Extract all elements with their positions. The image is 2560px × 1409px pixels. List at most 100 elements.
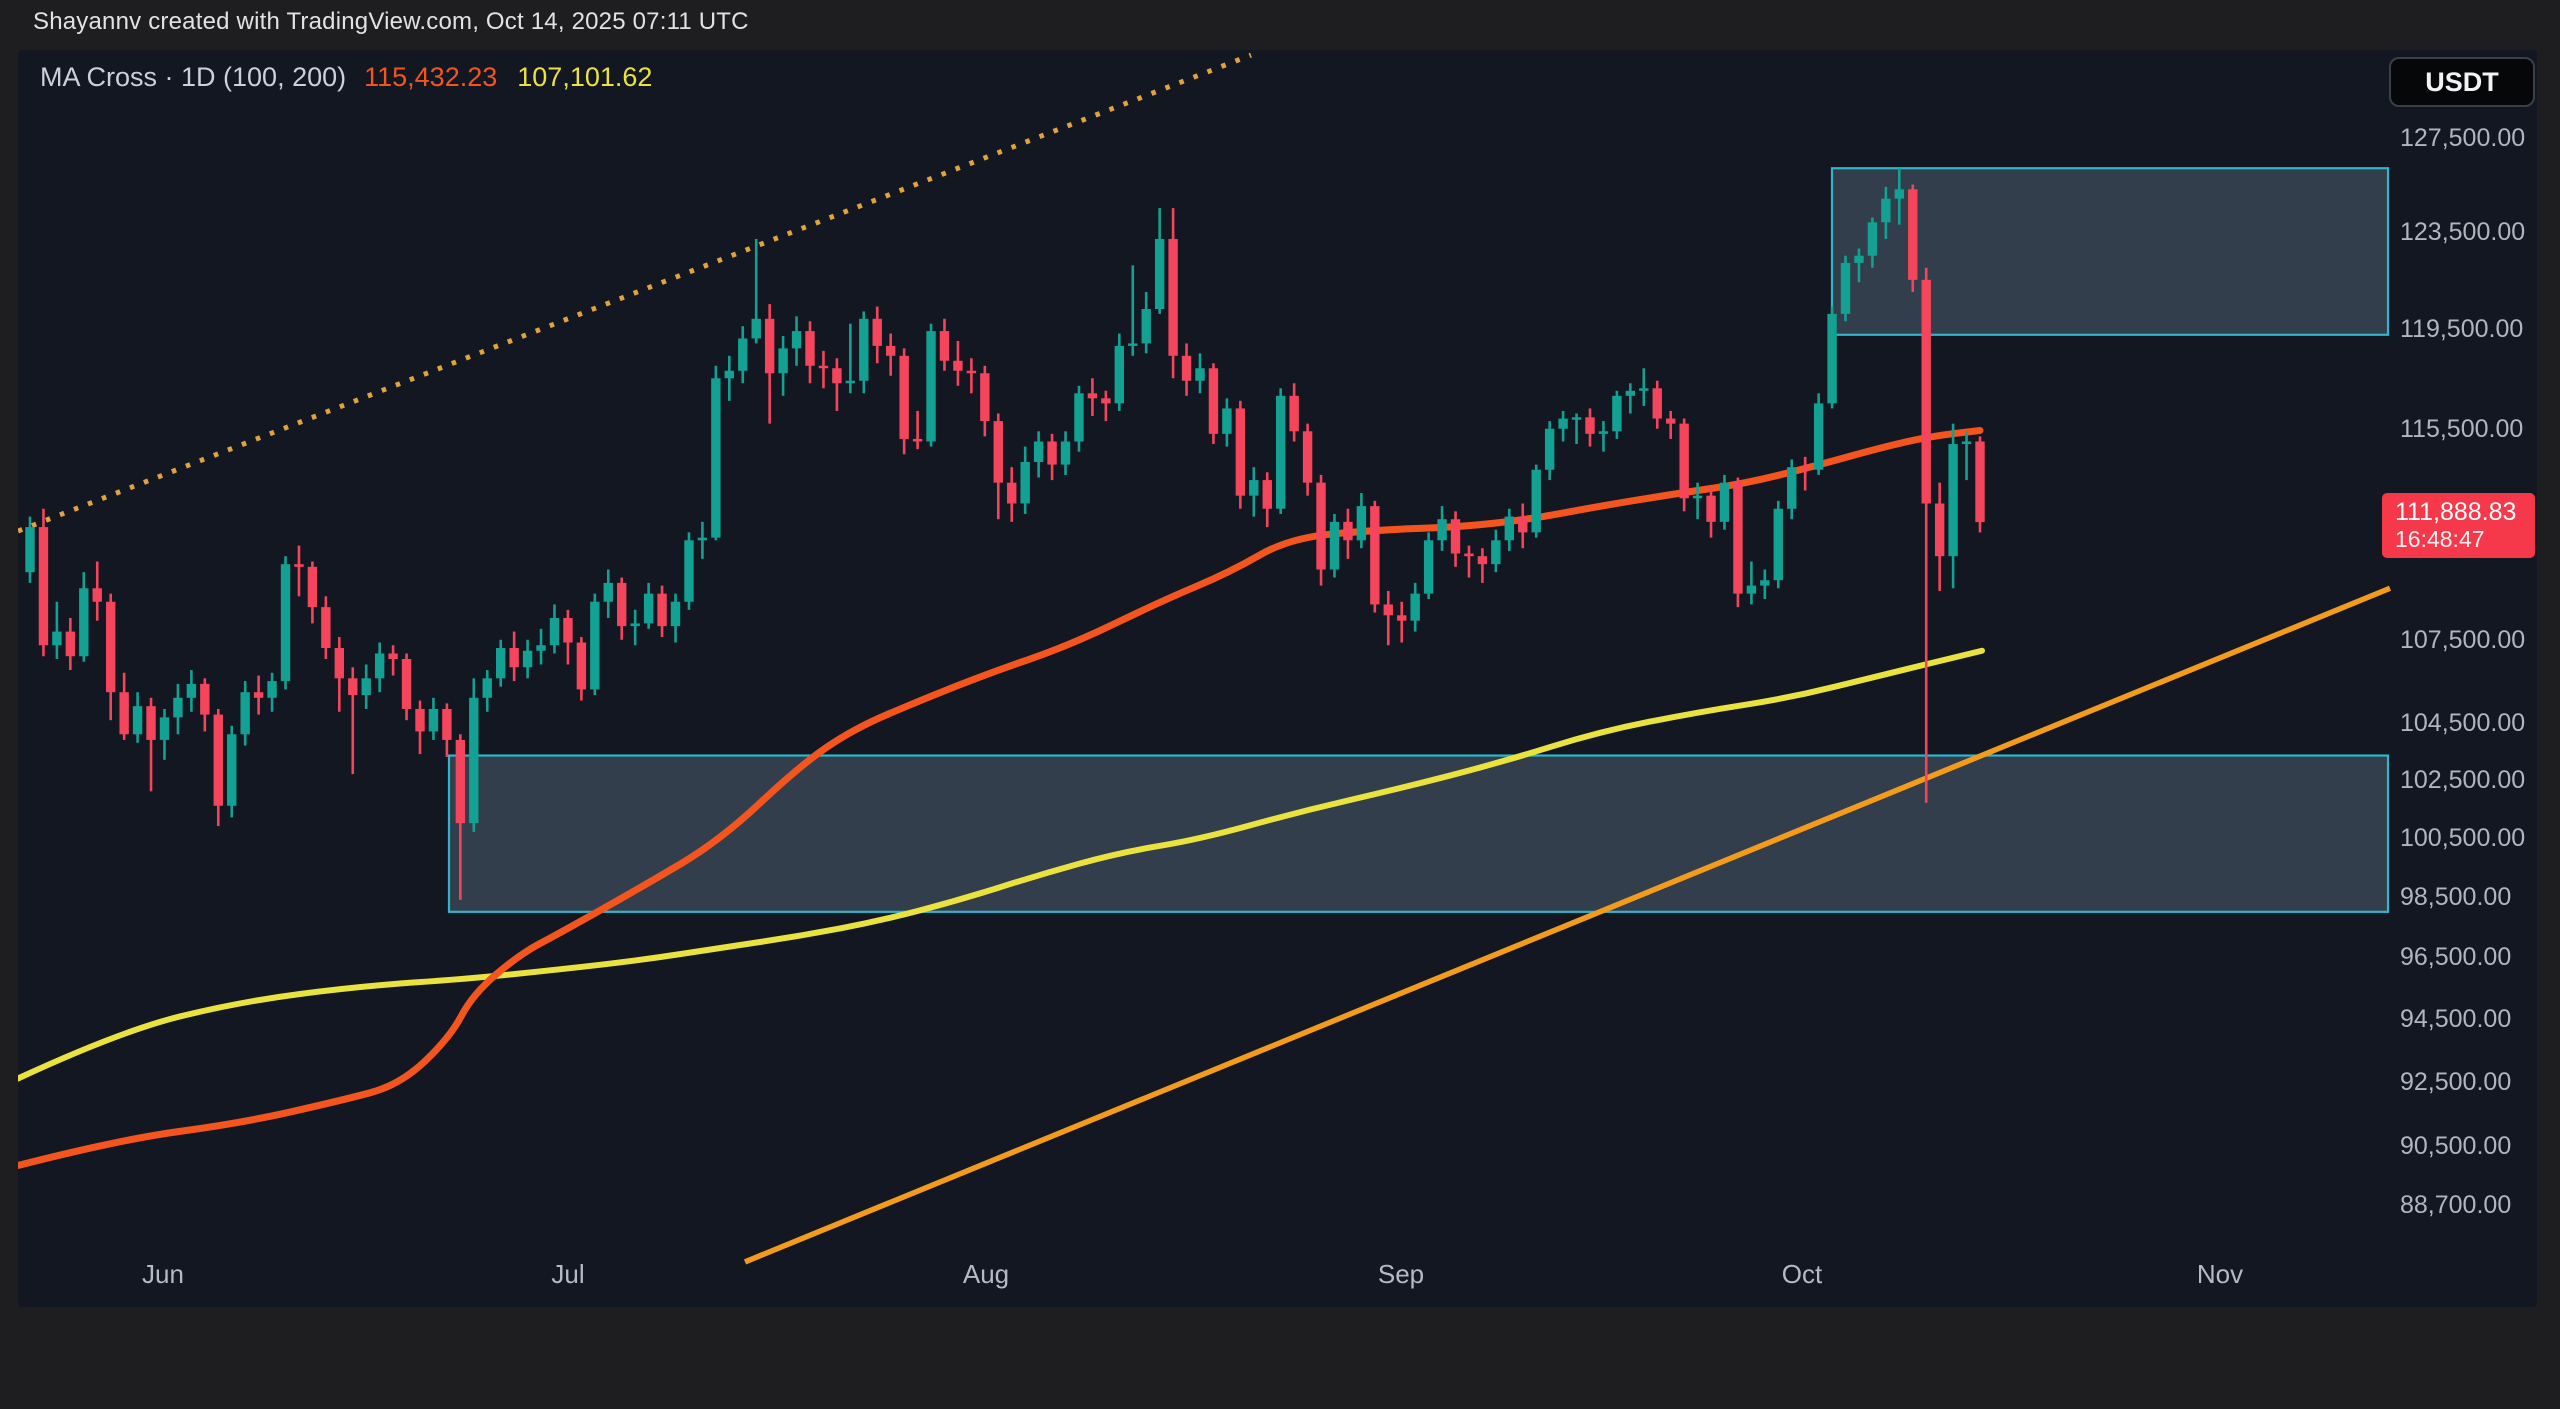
candle-body: [738, 338, 748, 371]
candle-wick: [701, 521, 704, 559]
candle-body: [428, 708, 439, 732]
candle-body: [1275, 395, 1286, 509]
candle-body: [1706, 495, 1716, 522]
candle-body: [993, 421, 1003, 483]
candle-body: [92, 588, 102, 602]
legend-title: MA Cross · 1D (100, 200): [40, 62, 347, 92]
candle-body: [469, 697, 479, 824]
candle-body: [132, 706, 143, 735]
candle-body: [1262, 480, 1272, 509]
candle-body: [509, 647, 519, 668]
candle-body: [1047, 441, 1057, 465]
candle-wick: [1575, 413, 1578, 445]
candle-body: [603, 582, 613, 602]
candle-body: [1423, 540, 1434, 594]
candle-body: [105, 601, 116, 693]
candle-wick: [633, 609, 637, 646]
candle-body: [1518, 516, 1528, 533]
legend-ma100-value: 115,432.23: [364, 62, 498, 92]
candle-body: [374, 653, 385, 679]
price-axis-label: 96,500.00: [2400, 943, 2512, 972]
price-axis-label: 90,500.00: [2400, 1131, 2512, 1160]
candle-body: [1477, 556, 1488, 565]
candle-body: [1679, 423, 1689, 499]
price-axis-label: 102,500.00: [2400, 765, 2526, 794]
candle-body: [294, 564, 304, 567]
candle-body: [79, 588, 89, 657]
footer-bar: TradingView: [0, 1307, 2560, 1409]
price-axis-label: 88,700.00: [2400, 1191, 2512, 1219]
candle-body: [1961, 441, 1972, 445]
price-axis-label: 94,500.00: [2400, 1004, 2512, 1033]
indicator-legend[interactable]: MA Cross · 1D (100, 200) 115,432.23 107,10…: [40, 62, 652, 93]
candle-wick: [55, 601, 59, 659]
candle-body: [415, 708, 425, 732]
demand-zone-box: [447, 754, 2390, 913]
candle-body: [751, 318, 761, 339]
time-axis-label: Aug: [962, 1259, 1010, 1289]
price-axis-label: 127,500.00: [2400, 124, 2526, 153]
candle-body: [1746, 585, 1757, 594]
price-axis-label: 92,500.00: [2400, 1067, 2512, 1096]
candle-body: [926, 331, 936, 442]
ascending-support-line: [743, 585, 2392, 1265]
candle-body: [563, 617, 573, 643]
candle-wick: [835, 358, 839, 411]
candle-body: [832, 368, 842, 384]
candle-body: [885, 345, 896, 356]
candle-body: [240, 692, 250, 735]
candle-wick: [1803, 456, 1807, 491]
candle-body: [791, 331, 802, 349]
price-axis-label: 115,500.00: [2400, 414, 2524, 443]
candle-body: [401, 658, 412, 709]
candle-body: [1787, 467, 1797, 509]
candle-body: [1719, 482, 1730, 522]
candle-body: [939, 331, 950, 361]
candle-body: [1128, 343, 1138, 346]
candle-body: [1854, 255, 1864, 263]
currency-unit-button[interactable]: USDT: [2389, 57, 2535, 107]
candle-body: [1289, 395, 1299, 432]
candle-body: [805, 331, 815, 366]
candle-body: [590, 601, 600, 690]
candle-wick: [351, 667, 355, 775]
candle-body: [643, 593, 654, 624]
candle-body: [818, 365, 829, 369]
candle-body: [38, 527, 49, 646]
candle-wick: [1481, 548, 1484, 583]
candle-body: [1800, 467, 1810, 470]
time-axis-label: Nov: [2196, 1259, 2244, 1289]
candle-body: [859, 318, 869, 381]
price-axis-label: 100,500.00: [2400, 823, 2526, 852]
candle-body: [495, 647, 506, 679]
candle-wick: [149, 697, 153, 792]
candle-body: [657, 593, 667, 627]
candle-body: [1544, 428, 1555, 470]
candle-body: [200, 683, 210, 715]
candle-body: [764, 318, 775, 374]
candle-wick: [1467, 545, 1471, 578]
candle-body: [1007, 482, 1017, 504]
candle-body: [1101, 398, 1111, 404]
candle-body: [1450, 519, 1461, 554]
candle-body: [361, 678, 371, 695]
candle-body: [522, 650, 533, 668]
candle-body: [1154, 238, 1165, 310]
candle-body: [576, 642, 587, 690]
candle-wick: [1602, 421, 1605, 452]
candle-body: [684, 540, 694, 602]
legend-ma200-value: 107,101.62: [517, 62, 653, 92]
candle-body: [1531, 469, 1541, 533]
candle-body: [980, 373, 990, 422]
candle-wick: [1750, 561, 1753, 605]
candle-wick: [970, 358, 973, 394]
candle-body: [724, 370, 735, 379]
candle-wick: [1965, 431, 1968, 481]
candle-body: [52, 631, 62, 646]
candle-body: [1060, 441, 1071, 465]
candle-body: [173, 697, 183, 718]
time-axis-label: Jul: [551, 1259, 585, 1289]
candle-body: [442, 708, 452, 740]
